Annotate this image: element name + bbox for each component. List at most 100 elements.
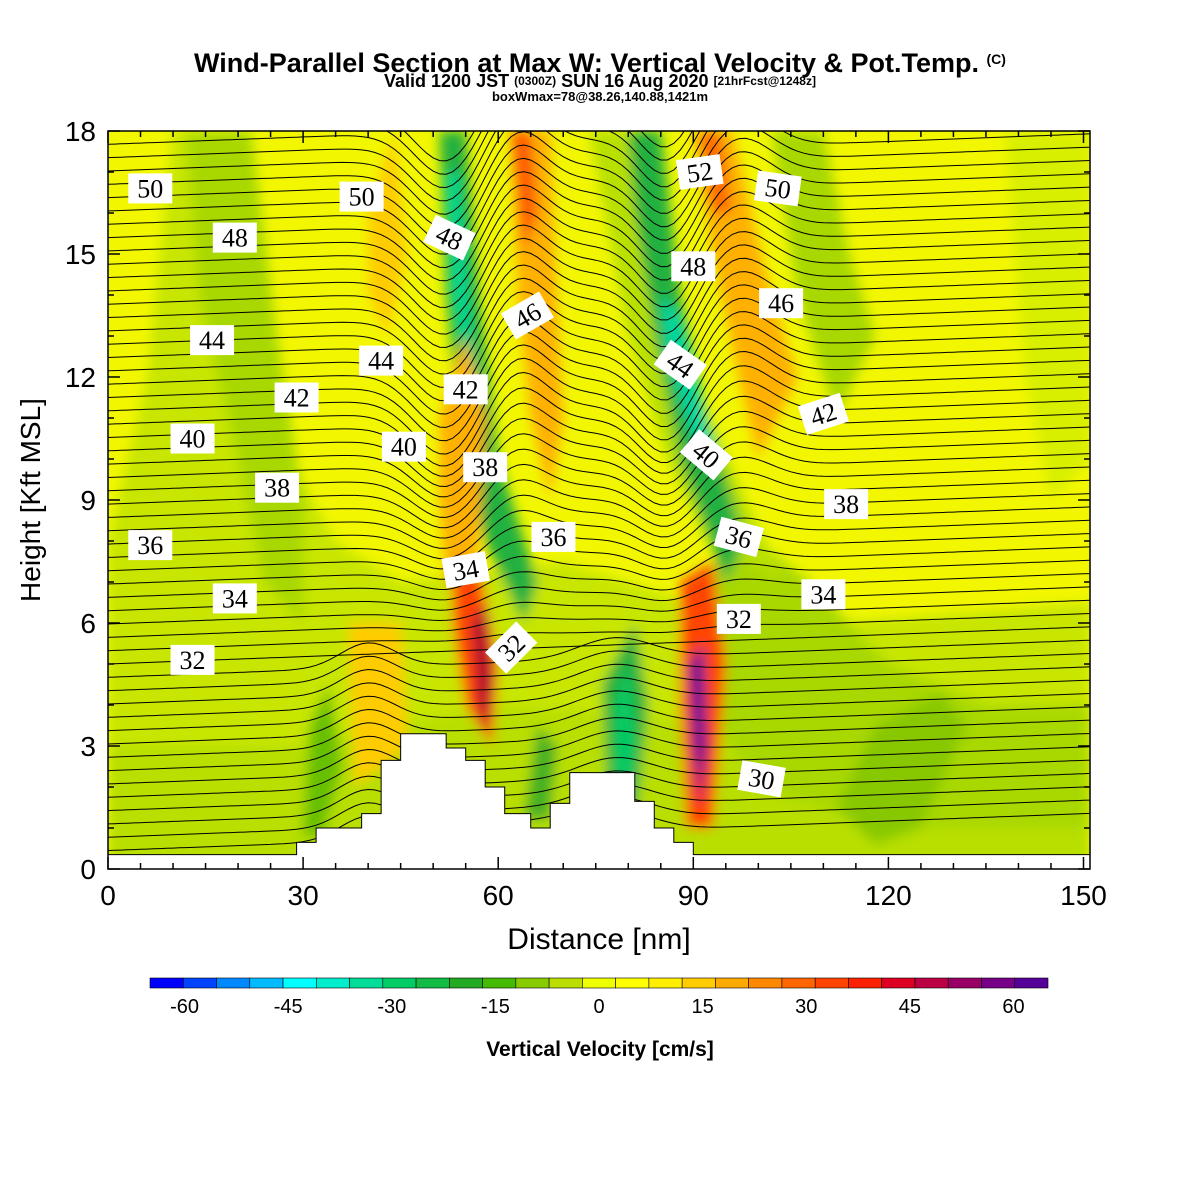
- theta-contour-line: [108, 177, 1090, 282]
- y-tick-label: 9: [80, 485, 96, 516]
- contour-label-bg: [441, 551, 490, 589]
- contour-label-text: 38: [472, 453, 498, 482]
- theta-contour-line: [108, 191, 1090, 295]
- theta-contour-line: [108, 599, 1090, 638]
- contour-label: 32: [170, 644, 215, 675]
- colorbar-tick-label: 45: [898, 996, 921, 1018]
- theta-contour-line: [108, 380, 1090, 477]
- x-axis-label: Distance [nm]: [507, 923, 690, 956]
- theta-contour-line: [108, 637, 1090, 678]
- contour-label-text: 44: [199, 326, 225, 355]
- contour-label-text: 48: [222, 224, 248, 253]
- theta-contour-line: [108, 284, 1090, 388]
- colorbar: [149, 977, 1049, 989]
- theta-contour-line: [108, 297, 1090, 402]
- chart-header: Wind-Parallel Section at Max W: Vertical…: [0, 44, 1200, 104]
- colorbar-swatch: [349, 977, 384, 989]
- axes-ticks: [107, 130, 1090, 870]
- contour-label: 36: [713, 516, 764, 558]
- theta-contour-line: [108, 757, 1090, 798]
- contour-label: 36: [128, 530, 173, 561]
- contour-label: 44: [359, 345, 404, 376]
- contour-label-text: 44: [368, 347, 394, 376]
- contour-label-bg: [824, 489, 869, 520]
- theta-contour-line: [108, 257, 1090, 362]
- theta-contour-line: [108, 410, 1090, 498]
- theta-contour-line: [108, 131, 701, 189]
- contour-label: 42: [443, 374, 488, 405]
- colorbar-tick-label: -15: [480, 996, 510, 1018]
- theta-contour-line: [108, 395, 1090, 488]
- contour-label-bg: [212, 222, 257, 253]
- theta-contour-line: [108, 677, 1090, 718]
- contour-label: 34: [441, 551, 490, 589]
- colorbar-tick-label: -30: [377, 996, 407, 1018]
- theta-contour-line: [108, 717, 1090, 758]
- theta-contour-line: [108, 204, 1090, 308]
- contour-label-text: 42: [284, 384, 310, 413]
- contour-label-text: 50: [137, 174, 163, 203]
- contour-label-bg: [671, 251, 716, 282]
- contour-label-text: 32: [726, 605, 752, 634]
- theta-contour-line: [108, 271, 1090, 375]
- theta-contour-line: [108, 217, 1090, 322]
- colorbar-tick-label: -45: [273, 996, 303, 1018]
- contour-label-bg: [190, 325, 235, 356]
- contour-label: 38: [824, 489, 869, 520]
- y-tick-label: 0: [80, 854, 96, 885]
- contour-label-text: 40: [180, 425, 206, 454]
- contour-label-bg: [128, 530, 173, 561]
- colorbar-swatch: [981, 977, 1016, 989]
- contour-label-bg: [274, 382, 319, 413]
- x-tick-label: 120: [865, 880, 912, 911]
- contour-label-bg: [463, 452, 508, 483]
- contour-label-text: 50: [763, 173, 793, 205]
- colorbar-tick-label: -60: [170, 996, 199, 1018]
- theta-contour-line: [108, 350, 1090, 455]
- colorbar-tick-label: 60: [1002, 996, 1025, 1018]
- contour-label-bg: [381, 431, 426, 462]
- colorbar-swatch: [515, 977, 550, 989]
- colorbar-swatch: [615, 977, 650, 989]
- contour-label-bg: [801, 579, 846, 610]
- contour-label-bg: [443, 374, 488, 405]
- contour-label-text: 40: [391, 433, 417, 462]
- colorbar-swatch: [149, 977, 184, 989]
- contour-label-bg: [485, 621, 538, 674]
- colorbar-tick-label: 30: [795, 996, 818, 1018]
- chart-title: Wind-Parallel Section at Max W: Vertical…: [194, 48, 1006, 78]
- field-updraft-low-left-core: [472, 602, 492, 734]
- theta-contour-line: [108, 730, 1090, 772]
- colorbar-swatch: [648, 977, 683, 989]
- contour-label-text: 34: [222, 584, 248, 613]
- contour-label-bg: [713, 516, 764, 558]
- theta-contour-line: [108, 131, 1090, 215]
- contour-label-bg: [359, 345, 404, 376]
- x-tick-label: 60: [483, 880, 514, 911]
- contour-label: 48: [212, 222, 257, 253]
- y-tick-label: 3: [80, 731, 96, 762]
- contour-label-text: 50: [349, 183, 375, 212]
- theta-contour-line: [108, 324, 1090, 428]
- theta-contour-line: [108, 231, 1090, 335]
- field-green-small-left: [303, 684, 343, 837]
- theta-contour-line: [108, 131, 1090, 229]
- theta-contour-line: [108, 613, 1090, 652]
- colorbar-swatch: [548, 977, 583, 989]
- theta-contour-line: [108, 365, 1090, 467]
- contour-label: 44: [190, 325, 235, 356]
- y-tick-label: 15: [65, 239, 96, 270]
- colorbar-swatch: [482, 977, 517, 989]
- colorbar-swatch: [216, 977, 251, 989]
- contour-label-bg: [797, 392, 849, 435]
- theta-contour-line: [108, 131, 708, 202]
- field-right-edge: [1005, 131, 1090, 500]
- contour-label-text: 46: [768, 289, 794, 318]
- theta-contour-line: [108, 151, 1090, 255]
- theta-contour-line: [108, 244, 1090, 348]
- y-tick-label: 18: [65, 116, 96, 147]
- contour-label-bg: [759, 288, 804, 319]
- colorbar-swatch: [814, 977, 849, 989]
